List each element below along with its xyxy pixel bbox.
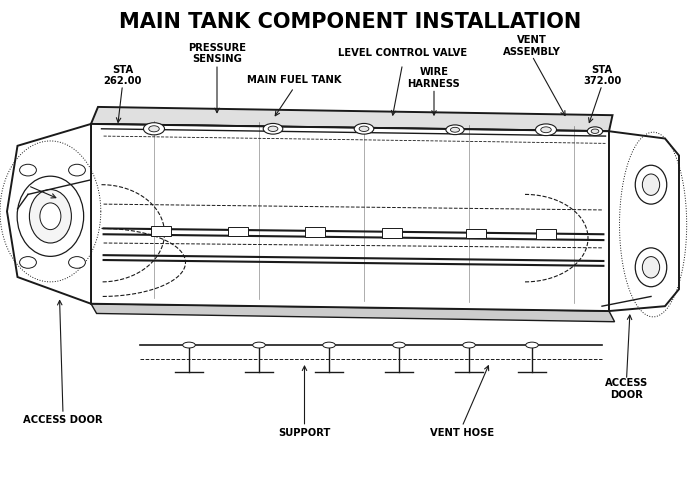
- Ellipse shape: [17, 176, 84, 256]
- Ellipse shape: [268, 126, 278, 132]
- FancyBboxPatch shape: [536, 229, 556, 239]
- Polygon shape: [91, 304, 615, 322]
- Ellipse shape: [359, 126, 369, 132]
- Ellipse shape: [587, 127, 603, 136]
- Ellipse shape: [446, 125, 464, 135]
- Text: MAIN TANK COMPONENT INSTALLATION: MAIN TANK COMPONENT INSTALLATION: [119, 12, 581, 32]
- Text: PRESSURE
SENSING: PRESSURE SENSING: [188, 43, 246, 64]
- Text: WIRE
HARNESS: WIRE HARNESS: [407, 67, 461, 88]
- Text: ACCESS DOOR: ACCESS DOOR: [23, 416, 103, 425]
- Ellipse shape: [263, 123, 283, 134]
- Text: VENT HOSE: VENT HOSE: [430, 428, 494, 437]
- Ellipse shape: [323, 342, 335, 348]
- Ellipse shape: [643, 174, 659, 195]
- Ellipse shape: [393, 342, 405, 348]
- Polygon shape: [7, 124, 91, 304]
- Ellipse shape: [253, 342, 265, 348]
- Text: VENT
ASSEMBLY: VENT ASSEMBLY: [503, 35, 561, 57]
- Ellipse shape: [451, 127, 459, 132]
- Ellipse shape: [636, 248, 666, 287]
- Ellipse shape: [591, 129, 599, 134]
- FancyBboxPatch shape: [305, 227, 325, 237]
- Ellipse shape: [540, 127, 552, 133]
- Text: SUPPORT: SUPPORT: [279, 428, 330, 437]
- Ellipse shape: [148, 126, 160, 132]
- Text: LEVEL CONTROL VALVE: LEVEL CONTROL VALVE: [338, 49, 467, 58]
- Ellipse shape: [636, 165, 666, 204]
- Circle shape: [69, 164, 85, 176]
- Ellipse shape: [40, 203, 61, 230]
- FancyBboxPatch shape: [151, 226, 171, 236]
- Polygon shape: [91, 124, 609, 311]
- Ellipse shape: [29, 190, 71, 243]
- Ellipse shape: [463, 342, 475, 348]
- Polygon shape: [609, 131, 679, 311]
- Text: MAIN FUEL TANK: MAIN FUEL TANK: [246, 75, 342, 85]
- Ellipse shape: [144, 122, 164, 135]
- Text: VENT HOSE: VENT HOSE: [18, 180, 82, 190]
- Text: ACCESS
DOOR: ACCESS DOOR: [605, 378, 648, 399]
- Ellipse shape: [526, 342, 538, 348]
- Ellipse shape: [536, 124, 556, 136]
- FancyBboxPatch shape: [228, 226, 248, 236]
- Circle shape: [69, 257, 85, 268]
- Circle shape: [20, 164, 36, 176]
- Ellipse shape: [183, 342, 195, 348]
- FancyBboxPatch shape: [466, 228, 486, 238]
- FancyBboxPatch shape: [382, 228, 402, 238]
- Polygon shape: [91, 107, 612, 131]
- Text: STA
262.00: STA 262.00: [104, 65, 141, 86]
- Text: STA
372.00: STA 372.00: [583, 65, 621, 86]
- Ellipse shape: [354, 123, 374, 134]
- Circle shape: [20, 257, 36, 268]
- Ellipse shape: [643, 257, 659, 278]
